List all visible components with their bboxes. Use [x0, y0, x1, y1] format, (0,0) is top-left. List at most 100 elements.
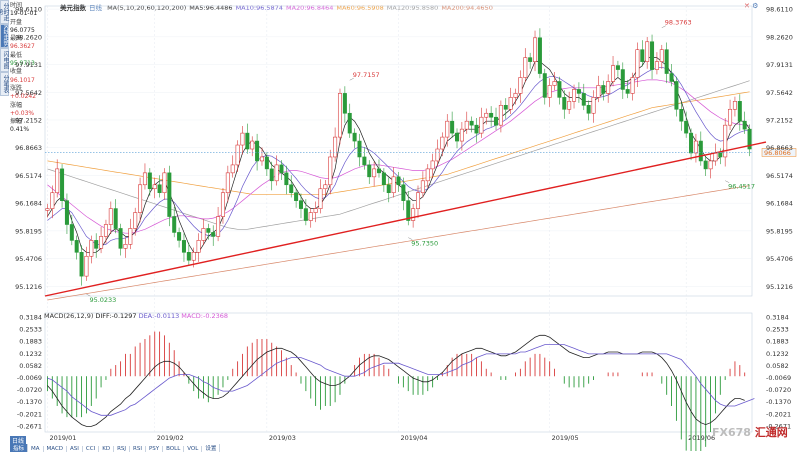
quote-info-panel: 时间 19-01-01 开盘 96.0775 最高 96.3627 最低 95.…: [10, 2, 40, 144]
candle-body: [74, 240, 79, 253]
candle-body: [191, 252, 196, 261]
candle-body: [557, 81, 562, 98]
annotation-pointer: [661, 25, 666, 28]
ma-legend-item: MA60:96.5908: [336, 4, 384, 12]
candle-body: [79, 252, 84, 277]
ma-legend-item: MA20:96.8464: [285, 4, 334, 12]
candle-body: [147, 172, 152, 190]
candle-body: [420, 180, 425, 194]
macd-diff-line: [47, 334, 745, 427]
candle-body: [450, 120, 455, 134]
candle-body: [138, 184, 143, 213]
tab-flash-chart[interactable]: 闪电图: [0, 48, 9, 72]
tab-kline[interactable]: K线走势: [0, 24, 9, 48]
candle-body: [630, 77, 635, 94]
candle-body: [50, 192, 55, 209]
candle-body: [464, 120, 469, 130]
change-label: 涨跌: [10, 84, 23, 92]
y-tick-label: 95.1216: [15, 283, 42, 291]
x-tick-label: 2019/02: [157, 434, 184, 442]
candle-body: [284, 172, 289, 186]
candle-body: [352, 132, 357, 142]
candle-body: [503, 105, 508, 110]
tab-tick-table[interactable]: 分笔表: [0, 72, 9, 96]
macd-legend-item: MACD:-0.2368: [181, 312, 229, 320]
macd-y-tick-label: -0.2021: [766, 410, 791, 418]
annotation-pointer: [86, 293, 91, 297]
close-label: 收盘: [10, 68, 23, 76]
indicator-tab[interactable]: 指标: [10, 444, 29, 452]
indicator-tab[interactable]: MA: [28, 446, 44, 452]
macd-y-tick-label: 0.3184: [19, 314, 42, 322]
indicator-tab[interactable]: BOLL: [163, 446, 185, 452]
annotation-pointer: [408, 237, 413, 240]
candle-body: [133, 212, 138, 229]
candle-body: [611, 65, 616, 82]
ma120-line: [47, 80, 750, 230]
y-tick-label: 97.9131: [15, 61, 42, 69]
indicator-tab[interactable]: CCI: [83, 446, 100, 452]
candle-body: [518, 77, 523, 94]
daily-period-button[interactable]: 日线: [10, 436, 27, 445]
candle-body: [113, 208, 118, 229]
x-tick-label: 2019/01: [49, 434, 76, 442]
candle-body: [415, 192, 421, 209]
candle-body: [498, 105, 503, 126]
candle-body: [60, 168, 65, 201]
candle-body: [201, 228, 206, 241]
x-tick-label: 2019/05: [552, 434, 579, 442]
macd-legend-item: DIFF:-0.1297: [95, 312, 137, 320]
candle-body: [99, 236, 104, 249]
candle-body: [157, 184, 162, 194]
candle-body: [635, 49, 640, 78]
candle-body: [542, 73, 547, 98]
candle-body: [552, 81, 557, 86]
indicator-tab[interactable]: RSI: [130, 446, 146, 452]
candle-body: [303, 208, 308, 221]
macd-legend-item: DEA:-0.0113: [138, 312, 180, 320]
candle-body: [494, 116, 499, 126]
low-label: 最低: [10, 51, 23, 59]
candle-body: [474, 124, 479, 134]
candle-body: [640, 49, 645, 62]
close-value: 96.1017: [10, 76, 35, 84]
candle-body: [240, 132, 245, 146]
indicator-tab[interactable]: ASI: [67, 446, 83, 452]
macd-y-tick-label: 0.1232: [19, 350, 42, 358]
macd-y-tick-label: -0.1370: [17, 398, 42, 406]
indicator-tab[interactable]: MACD: [44, 446, 68, 452]
candle-body: [220, 192, 225, 217]
candle-body: [84, 255, 89, 277]
amplitude-value: 0.41%: [10, 126, 30, 134]
candle-body: [601, 85, 606, 94]
settings-icon[interactable]: ⚙: [752, 2, 759, 10]
y-tick-label: 96.1684: [15, 200, 42, 208]
candle-body: [679, 108, 684, 122]
y-tick-label: 98.2620: [15, 33, 42, 41]
open-label: 开盘: [10, 18, 23, 26]
candle-body: [328, 156, 333, 186]
time-value: 19-01-01: [10, 10, 38, 18]
indicator-tab[interactable]: VOL: [184, 446, 203, 452]
candle-body: [230, 164, 235, 174]
candle-body: [718, 152, 723, 158]
ma-legend: 美元指数 日线 MA(5,10,20,60,120,200) MA5:96.4486…: [60, 2, 499, 12]
candle-body: [489, 112, 494, 118]
low-value: 95.9713: [10, 60, 35, 68]
tab-timeshare[interactable]: 分时走势: [0, 0, 9, 24]
indicator-tab[interactable]: PSY: [146, 446, 164, 452]
grid-layer: [44, 5, 753, 433]
candle-body: [440, 136, 445, 150]
candle-body: [620, 69, 625, 90]
trendline-layer: 96.8066: [44, 141, 797, 297]
candle-body: [479, 116, 484, 134]
macd-y-tick-label: -0.0069: [17, 374, 42, 382]
x-tick-label: 2019/04: [401, 434, 428, 442]
y-tick-label: 95.4706: [766, 255, 793, 263]
candle-body: [211, 232, 216, 237]
y-tick-label: 95.8195: [766, 227, 793, 235]
indicator-tab[interactable]: 设置: [202, 444, 221, 452]
indicator-tab[interactable]: KD: [99, 446, 115, 452]
indicator-tab[interactable]: RSJ: [114, 446, 131, 452]
candle-body: [333, 136, 338, 158]
